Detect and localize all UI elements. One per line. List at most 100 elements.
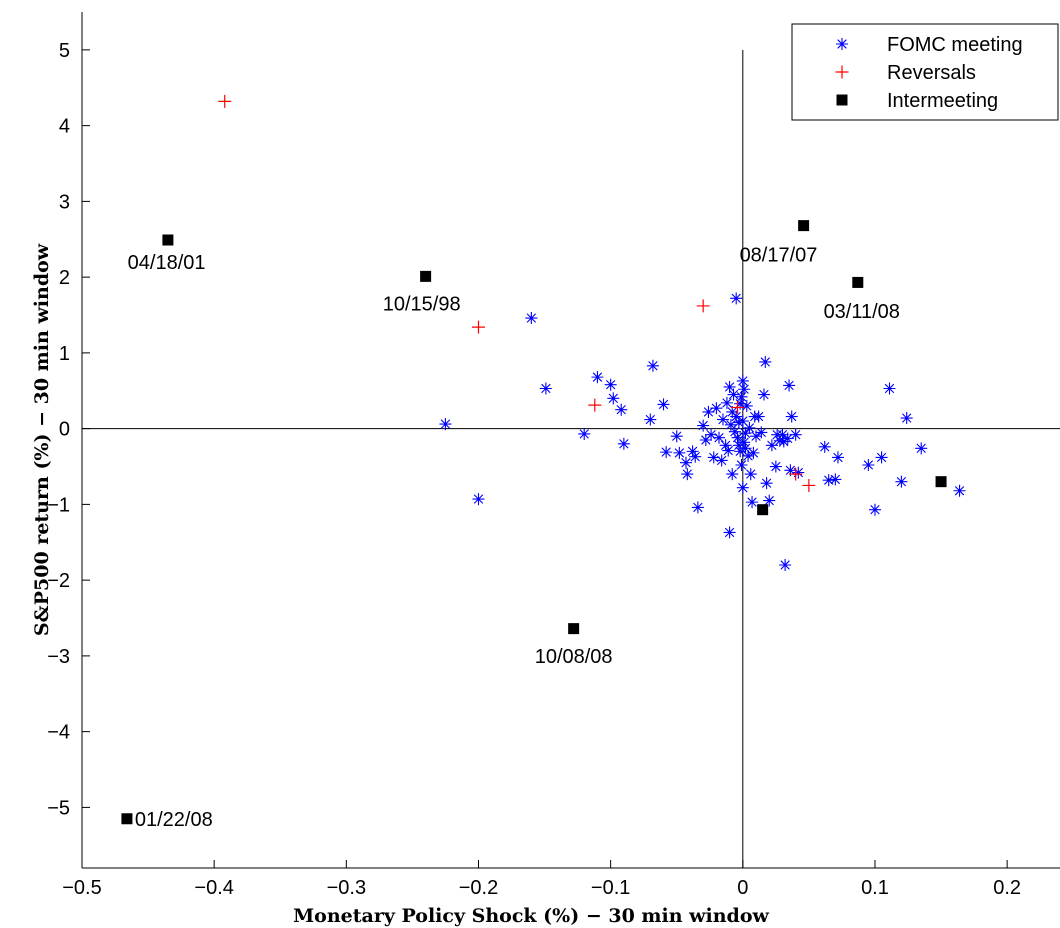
asterisk-shape (747, 446, 760, 459)
fomc-meeting-point (831, 451, 844, 464)
fomc-meeting-point (900, 412, 913, 425)
asterisk-shape (875, 451, 888, 464)
asterisk-shape (715, 454, 728, 467)
fomc-meeting-point (697, 419, 710, 432)
reversals-point (696, 299, 710, 313)
data-points (121, 94, 966, 825)
fomc-meeting-point (723, 526, 736, 539)
fomc-meeting-point (720, 396, 733, 409)
asterisk-shape (738, 383, 751, 396)
date-annotation: 10/08/08 (535, 646, 613, 668)
y-tick-label: 2 (59, 267, 70, 289)
fomc-meeting-point (525, 312, 538, 325)
asterisk-shape (829, 473, 842, 486)
asterisk-shape (744, 468, 757, 481)
asterisk-shape (777, 435, 790, 448)
x-tick-label: −0.1 (591, 877, 630, 899)
fomc-meeting-point (829, 473, 842, 486)
date-annotation: 01/22/08 (135, 809, 213, 831)
fomc-meeting-point (738, 436, 751, 449)
fomc-meeting-point (691, 501, 704, 514)
asterisk-shape (713, 431, 726, 444)
fomc-meeting-point (719, 439, 732, 452)
asterisk-shape (727, 388, 740, 401)
asterisk-shape (739, 427, 752, 440)
fomc-meeting-point (738, 383, 751, 396)
fomc-meeting-point (705, 428, 718, 441)
asterisk-shape (732, 439, 745, 452)
fomc-meeting-point (792, 466, 805, 479)
x-tick-label: −0.5 (62, 877, 101, 899)
asterisk-shape (822, 474, 835, 487)
x-tick-label: −0.2 (459, 877, 498, 899)
fomc-meeting-point (734, 445, 747, 458)
fomc-meeting-point (736, 415, 749, 428)
fomc-meeting-point (736, 481, 749, 494)
legend-label: FOMC meeting (887, 34, 1023, 56)
fomc-meeting-point (723, 380, 736, 393)
asterisk-shape (670, 430, 683, 443)
reversals-point (471, 320, 485, 334)
asterisk-shape (831, 451, 844, 464)
fomc-meeting-point (722, 444, 735, 457)
asterisk-shape (915, 442, 928, 455)
fomc-meeting-point (781, 432, 794, 445)
fomc-meeting-point (773, 434, 786, 447)
intermeeting-point (568, 623, 580, 635)
fomc-meeting-point (747, 446, 760, 459)
fomc-meeting-point (728, 425, 741, 438)
reversals-point (802, 478, 816, 492)
reversals-point (588, 398, 602, 412)
fomc-meeting-point (895, 475, 908, 488)
asterisk-shape (900, 412, 913, 425)
fomc-meeting-point (660, 446, 673, 459)
fomc-meeting-point (715, 454, 728, 467)
asterisk-shape (757, 388, 770, 401)
intermeeting-point (420, 270, 432, 282)
intermeeting-point (121, 813, 133, 825)
fomc-meeting-point (702, 405, 715, 418)
fomc-meeting-point (750, 430, 763, 443)
fomc-meeting-point (734, 397, 747, 410)
fomc-meeting-point (646, 359, 659, 372)
asterisk-shape (578, 427, 591, 440)
asterisk-shape (707, 451, 720, 464)
fomc-meeting-point (785, 410, 798, 423)
y-tick-label: −1 (47, 494, 70, 516)
asterisk-shape (607, 392, 620, 405)
fomc-meeting-point (883, 382, 896, 395)
fomc-meeting-point (868, 503, 881, 516)
y-axis-title: S&P500 return (%) − 30 min window (31, 243, 53, 636)
asterisk-shape (792, 466, 805, 479)
date-annotation: 03/11/08 (824, 301, 900, 323)
asterisk-shape (738, 436, 751, 449)
date-annotation: 08/17/07 (740, 244, 818, 266)
intermeeting-point (162, 234, 174, 246)
fomc-meeting-point (732, 439, 745, 452)
fomc-meeting-point (752, 410, 765, 423)
asterisk-shape (731, 431, 744, 444)
asterisk-shape (763, 494, 776, 507)
asterisk-shape (735, 458, 748, 471)
asterisk-shape (724, 418, 737, 431)
fomc-meeting-point (724, 418, 737, 431)
legend: FOMC meeting Reversals Intermeeting (791, 23, 1059, 121)
x-tick-label: 0 (737, 877, 748, 899)
fomc-meeting-point (686, 445, 699, 458)
fomc-meeting-point (765, 439, 778, 452)
asterisk-shape (895, 475, 908, 488)
x-tick-label: −0.4 (194, 877, 233, 899)
fomc-meeting-point (779, 558, 792, 571)
asterisk-shape (759, 355, 772, 368)
fomc-meeting-point (730, 410, 743, 423)
asterisk-shape (735, 390, 748, 403)
asterisk-shape (617, 437, 630, 450)
fomc-meeting-point (472, 493, 485, 506)
fomc-meeting-point (777, 435, 790, 448)
asterisk-shape (697, 419, 710, 432)
fomc-meeting-point (716, 413, 729, 426)
fomc-meeting-point (740, 399, 753, 412)
fomc-meeting-point (673, 446, 686, 459)
asterisk-shape (818, 440, 831, 453)
